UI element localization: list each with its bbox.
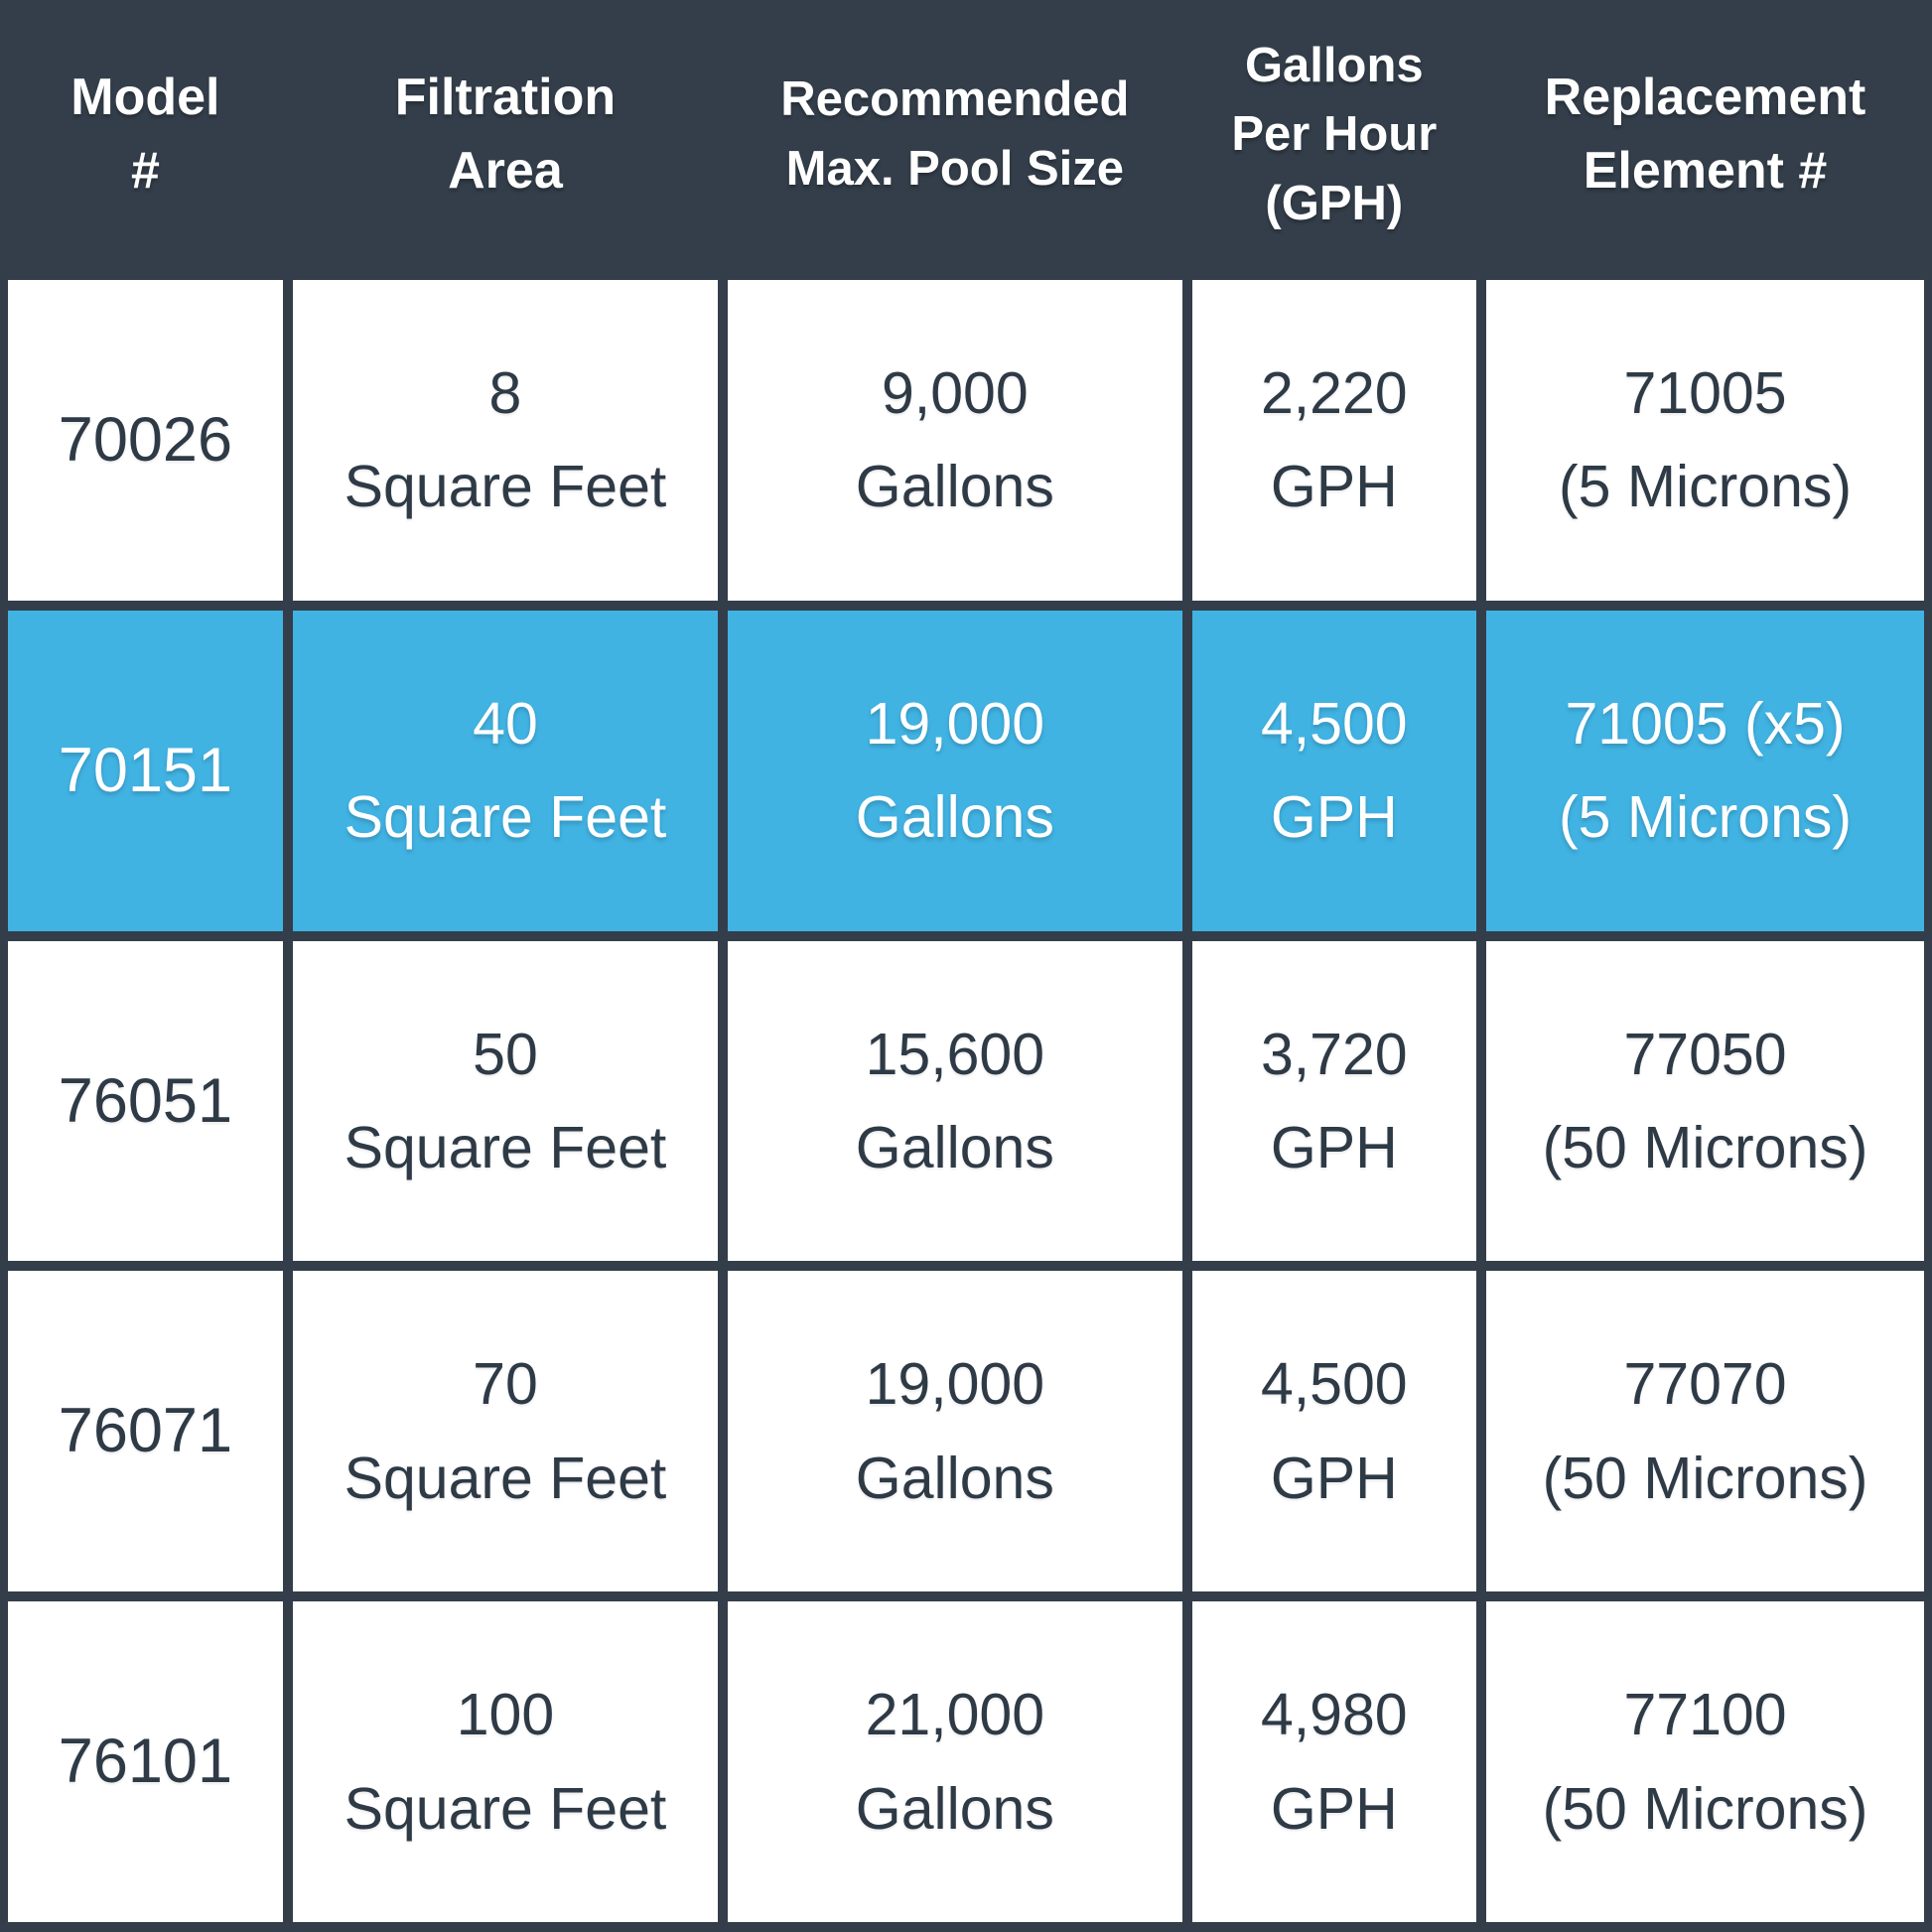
header-line: Model: [70, 69, 220, 127]
header-line: Element #: [1583, 142, 1828, 200]
value-line: 4,500: [1260, 1351, 1408, 1418]
filtration-area-cell: 8 Square Feet: [292, 280, 719, 601]
value-line: 3,720: [1260, 1021, 1408, 1087]
unit-line: Square Feet: [344, 784, 667, 851]
model-cell: 70026: [8, 280, 283, 601]
model-number: 70026: [58, 405, 232, 475]
column-header-gph: Gallons Per Hour (GPH): [1181, 0, 1487, 280]
filtration-area-cell: 70 Square Feet: [292, 1271, 719, 1592]
unit-line: Square Feet: [344, 1114, 667, 1180]
value-line: 2,220: [1260, 360, 1408, 426]
unit-line: Gallons: [855, 784, 1054, 851]
max-pool-size-cell: 19,000 Gallons: [728, 1271, 1182, 1592]
value-line: 9,000: [881, 360, 1029, 426]
replacement-element-cell: 71005 (x5) (5 Microns): [1486, 610, 1924, 931]
unit-line: Square Feet: [344, 1445, 667, 1511]
replacement-element-cell: 77100 (50 Microns): [1486, 1601, 1924, 1922]
model-number: 76101: [58, 1726, 232, 1797]
value-line: 100: [456, 1682, 555, 1748]
value-line: 77050: [1623, 1021, 1787, 1087]
value-line: 15,600: [865, 1021, 1045, 1087]
model-cell: 76101: [8, 1601, 283, 1922]
model-cell: 76071: [8, 1271, 283, 1592]
value-line: 40: [473, 690, 538, 757]
unit-line: Square Feet: [344, 1775, 667, 1842]
header-line: Max. Pool Size: [785, 142, 1124, 196]
header-line: Recommended: [780, 72, 1130, 127]
unit-line: Gallons: [855, 1445, 1054, 1511]
header-line: (GPH): [1265, 176, 1404, 230]
unit-line: Gallons: [855, 1775, 1054, 1842]
gph-cell: 4,980 GPH: [1191, 1601, 1477, 1922]
gph-cell: 4,500 GPH: [1191, 1271, 1477, 1592]
model-cell: 76051: [8, 940, 283, 1262]
model-number: 70151: [58, 735, 232, 805]
value-line: 77070: [1623, 1351, 1787, 1418]
replacement-element-cell: 77070 (50 Microns): [1486, 1271, 1924, 1592]
model-number: 76051: [58, 1065, 232, 1136]
value-line: 19,000: [865, 690, 1045, 757]
unit-line: (50 Microns): [1542, 1445, 1868, 1511]
unit-line: GPH: [1270, 1114, 1398, 1180]
unit-line: GPH: [1270, 1775, 1398, 1842]
unit-line: GPH: [1270, 454, 1398, 520]
filtration-area-cell: 50 Square Feet: [292, 940, 719, 1262]
unit-line: GPH: [1270, 1445, 1398, 1511]
column-header-max-pool-size: Recommended Max. Pool Size: [718, 0, 1192, 280]
model-number: 76071: [58, 1396, 232, 1466]
column-header-filtration-area: Filtration Area: [282, 0, 729, 280]
column-header-replacement-element: Replacement Element #: [1476, 0, 1932, 280]
unit-line: Gallons: [855, 1114, 1054, 1180]
gph-cell: 4,500 GPH: [1191, 610, 1477, 931]
value-line: 70: [473, 1351, 538, 1418]
gph-cell: 2,220 GPH: [1191, 280, 1477, 601]
value-line: 8: [488, 360, 522, 426]
filtration-area-cell: 40 Square Feet: [292, 610, 719, 931]
gph-cell: 3,720 GPH: [1191, 940, 1477, 1262]
max-pool-size-cell: 19,000 Gallons: [728, 610, 1182, 931]
header-line: #: [130, 142, 160, 200]
unit-line: (50 Microns): [1542, 1775, 1868, 1842]
header-line: Filtration: [394, 69, 617, 127]
value-line: 77100: [1623, 1682, 1787, 1748]
unit-line: (5 Microns): [1559, 454, 1853, 520]
unit-line: Square Feet: [344, 454, 667, 520]
unit-line: Gallons: [855, 454, 1054, 520]
column-header-model: Model #: [0, 0, 293, 280]
unit-line: (50 Microns): [1542, 1114, 1868, 1180]
unit-line: (5 Microns): [1559, 784, 1853, 851]
unit-line: GPH: [1270, 784, 1398, 851]
value-line: 21,000: [865, 1682, 1045, 1748]
value-line: 4,980: [1260, 1682, 1408, 1748]
header-line: Area: [448, 142, 563, 200]
header-line: Gallons: [1244, 38, 1424, 92]
value-line: 4,500: [1260, 690, 1408, 757]
value-line: 50: [473, 1021, 538, 1087]
filtration-area-cell: 100 Square Feet: [292, 1601, 719, 1922]
value-line: 71005 (x5): [1565, 690, 1846, 757]
value-line: 19,000: [865, 1351, 1045, 1418]
max-pool-size-cell: 15,600 Gallons: [728, 940, 1182, 1262]
max-pool-size-cell: 21,000 Gallons: [728, 1601, 1182, 1922]
model-cell: 70151: [8, 610, 283, 931]
value-line: 71005: [1623, 360, 1787, 426]
header-line: Per Hour: [1231, 107, 1438, 162]
replacement-element-cell: 71005 (5 Microns): [1486, 280, 1924, 601]
replacement-element-cell: 77050 (50 Microns): [1486, 940, 1924, 1262]
max-pool-size-cell: 9,000 Gallons: [728, 280, 1182, 601]
header-line: Replacement: [1544, 69, 1866, 127]
